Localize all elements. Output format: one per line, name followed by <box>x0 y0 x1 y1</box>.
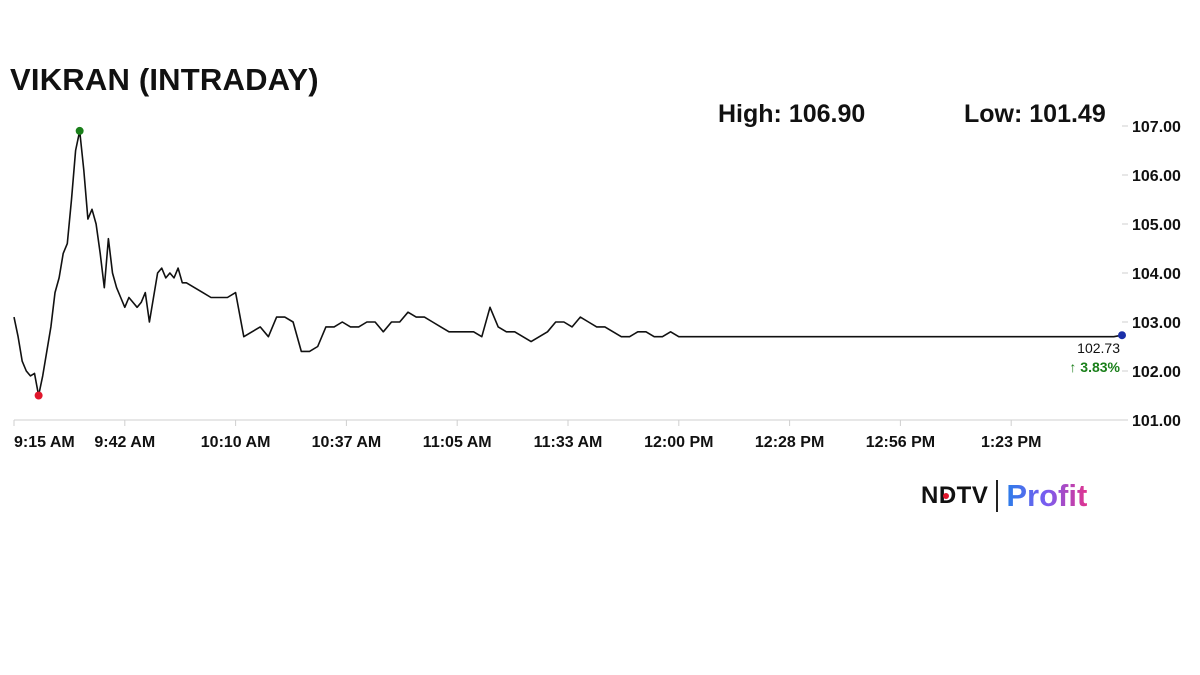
change-percent-label: ↑ 3.83% <box>1069 359 1120 375</box>
y-tick-label: 106.00 <box>1132 168 1181 185</box>
y-tick-label: 101.00 <box>1132 413 1181 430</box>
x-tick-label: 12:00 PM <box>644 434 713 451</box>
x-tick-label: 11:33 AM <box>534 434 603 451</box>
last-price-label: 102.73 <box>1077 340 1120 356</box>
chart-title: VIKRAN (INTRADAY) <box>10 62 319 97</box>
x-tick-label: 10:10 AM <box>201 434 271 451</box>
y-tick-label: 104.00 <box>1132 266 1181 283</box>
logo-separator <box>996 480 999 512</box>
low-marker <box>34 391 43 400</box>
profit-wordmark: Profit <box>1006 478 1088 513</box>
y-tick-label: 107.00 <box>1132 119 1181 136</box>
x-tick-label: 11:05 AM <box>423 434 492 451</box>
low-stat: Low: 101.49 <box>964 100 1106 128</box>
x-tick-label: 9:15 AM <box>14 434 75 451</box>
y-tick-label: 102.00 <box>1132 364 1181 381</box>
x-tick-label: 9:42 AM <box>94 434 155 451</box>
high-stat: High: 106.90 <box>718 100 866 128</box>
logo-red-dot <box>943 493 949 499</box>
price-line <box>13 130 1123 397</box>
ndtv-profit-logo: NDTV Profit <box>921 478 1087 514</box>
x-tick-label: 12:56 PM <box>866 434 935 451</box>
high-marker <box>75 126 84 135</box>
x-tick-label: 10:37 AM <box>312 434 382 451</box>
y-tick-label: 103.00 <box>1132 315 1181 332</box>
ndtv-wordmark: NDTV <box>921 482 989 509</box>
x-tick-label: 1:23 PM <box>981 434 1041 451</box>
y-tick-label: 105.00 <box>1132 217 1181 234</box>
x-tick-label: 12:28 PM <box>755 434 824 451</box>
last-price-marker <box>1118 331 1126 340</box>
